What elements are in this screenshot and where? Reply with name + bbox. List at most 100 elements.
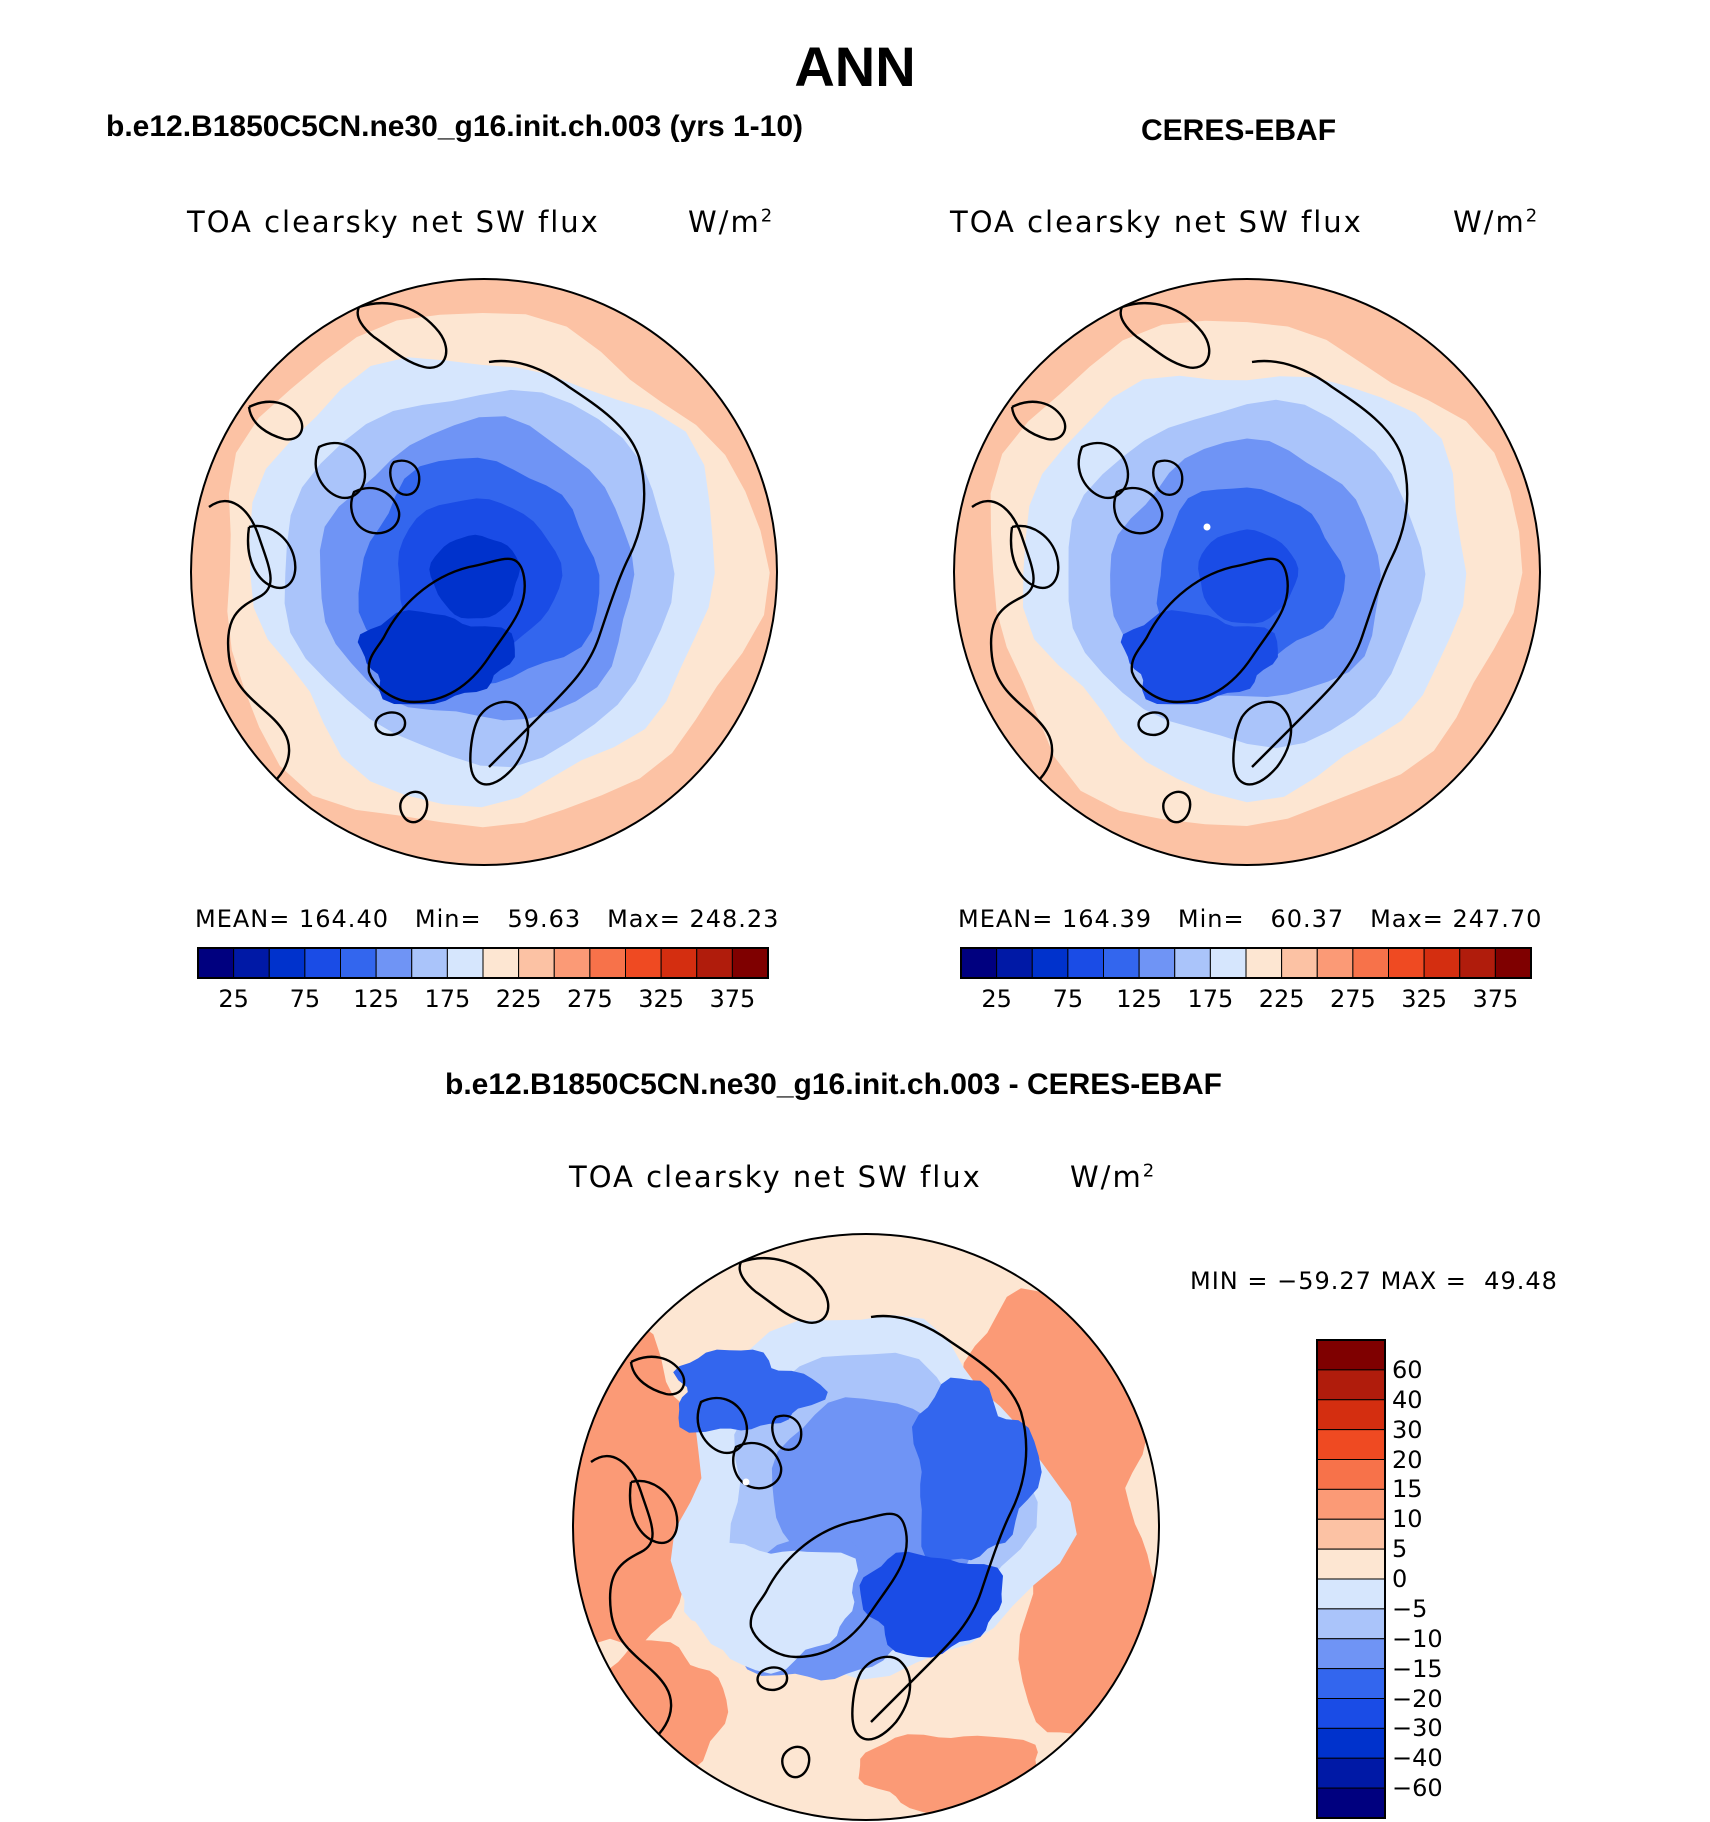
colorbar-tick-label: 125 — [353, 985, 400, 1013]
colorbar-tick-label: 375 — [1472, 985, 1519, 1013]
field-contour — [673, 1349, 828, 1433]
colorbar-swatch — [625, 947, 662, 979]
colorbar-tick-label: −10 — [1392, 1624, 1443, 1653]
coastline — [749, 1512, 908, 1659]
model-panel-title: b.e12.B1850C5CN.ne30_g16.init.ch.003 (yr… — [106, 110, 804, 143]
colorbar-swatch — [233, 947, 270, 979]
colorbar-tick-label: 275 — [566, 985, 613, 1013]
obs-polar-map — [953, 278, 1541, 866]
colorbar-swatch — [1423, 947, 1461, 979]
colorbar-swatch — [553, 947, 591, 979]
obs-colorbar-ticks: 25 75 125 175 225 275 325 375 — [961, 985, 1531, 1015]
colorbar-swatch — [1103, 947, 1140, 979]
coastline — [771, 1414, 803, 1451]
obs-colorbar — [960, 947, 1532, 979]
colorbar-tick-label: 275 — [1329, 985, 1376, 1013]
diff-variable-label: TOA clearsky net SW flux — [569, 1160, 982, 1194]
model-mean-label: MEAN= — [195, 905, 291, 933]
colorbar-swatch — [589, 947, 626, 979]
colorbar-tick-label: 40 — [1392, 1385, 1423, 1414]
colorbar-tick-label: −60 — [1392, 1774, 1443, 1803]
colorbar-swatch — [1316, 1459, 1386, 1490]
diff-stats: MIN = −59.27 MAX = 49.48 — [1190, 1267, 1558, 1295]
coastline — [389, 459, 421, 496]
pole-marker — [742, 1478, 750, 1486]
coastline — [469, 700, 530, 786]
pole-marker — [1203, 523, 1211, 531]
colorbar-tick-label: 175 — [424, 985, 471, 1013]
coastline — [314, 441, 367, 500]
coastline — [738, 1257, 830, 1324]
colorbar-swatch — [660, 947, 698, 979]
colorbar-tick-label: 30 — [1392, 1415, 1423, 1444]
coastline — [246, 524, 297, 590]
colorbar-swatch — [731, 947, 769, 979]
colorbar-swatch — [411, 947, 448, 979]
colorbar-swatch — [340, 947, 377, 979]
obs-max-label: Max= — [1370, 905, 1444, 933]
colorbar-tick-label: −5 — [1392, 1594, 1428, 1623]
colorbar-swatch — [1209, 947, 1247, 979]
coastline — [851, 1655, 912, 1741]
coastline — [1137, 711, 1170, 736]
colorbar-swatch — [1316, 1518, 1386, 1550]
coastline — [374, 711, 407, 736]
coastline — [1162, 790, 1192, 824]
colorbar-swatch — [1174, 947, 1211, 979]
colorbar-swatch — [1316, 1488, 1386, 1520]
obs-min-label: Min= — [1177, 905, 1245, 933]
colorbar-tick-label: −20 — [1392, 1684, 1443, 1713]
colorbar-swatch — [1316, 1668, 1386, 1699]
colorbar-swatch — [1316, 1339, 1386, 1371]
colorbar-tick-label: 175 — [1187, 985, 1234, 1013]
coastline — [350, 486, 401, 535]
colorbar-swatch — [1316, 1698, 1386, 1729]
colorbar-tick-label: 125 — [1116, 985, 1163, 1013]
colorbar-swatch — [1494, 947, 1532, 979]
coastline — [1077, 441, 1130, 500]
colorbar-tick-label: 75 — [289, 985, 321, 1013]
model-polar-map — [190, 278, 778, 866]
obs-max-value: 247.70 — [1452, 905, 1543, 933]
coastline — [1009, 524, 1060, 590]
obs-panel-title: CERES-EBAF — [1141, 114, 1337, 147]
field-contour — [683, 1542, 859, 1674]
colorbar-swatch — [1316, 1608, 1386, 1640]
diff-units-label: W/m2 — [1070, 1160, 1157, 1194]
colorbar-swatch — [304, 947, 341, 979]
coastline — [1152, 459, 1184, 496]
coastline — [1130, 557, 1289, 704]
colorbar-swatch — [1459, 947, 1496, 979]
model-min-value: 59.63 — [507, 905, 582, 933]
colorbar-swatch — [1316, 1727, 1386, 1759]
coastline — [870, 1314, 1028, 1723]
diff-panel-title: b.e12.B1850C5CN.ne30_g16.init.ch.003 - C… — [445, 1068, 1222, 1101]
colorbar-swatch — [1067, 947, 1104, 979]
colorbar-swatch — [1316, 1638, 1386, 1670]
obs-mean-value: 164.39 — [1062, 905, 1152, 933]
colorbar-tick-label: 25 — [218, 985, 249, 1013]
diff-max-value: 49.48 — [1484, 1267, 1558, 1295]
coastline — [1251, 359, 1409, 768]
model-variable-label: TOA clearsky net SW flux — [187, 205, 600, 239]
colorbar-swatch — [1316, 1578, 1386, 1610]
colorbar-tick-label: −40 — [1392, 1744, 1443, 1773]
model-colorbar-ticks: 25 75 125 175 225 275 325 375 — [198, 985, 768, 1015]
colorbar-swatch — [1316, 1787, 1386, 1819]
model-mean-value: 164.40 — [299, 905, 389, 933]
colorbar-tick-label: −15 — [1392, 1654, 1443, 1683]
coastline — [367, 557, 526, 704]
field-contour — [357, 610, 515, 705]
colorbar-swatch — [1316, 1757, 1386, 1789]
coastline — [247, 400, 304, 441]
colorbar-swatch — [446, 947, 484, 979]
colorbar-tick-label: 5 — [1392, 1535, 1408, 1564]
diff-polar-map — [572, 1233, 1160, 1821]
colorbar-swatch — [1245, 947, 1283, 979]
obs-stats: MEAN= 164.39 Min= 60.37 Max= 247.70 — [958, 905, 1542, 933]
colorbar-swatch — [696, 947, 733, 979]
colorbar-tick-label: 325 — [1401, 985, 1448, 1013]
coastline — [629, 1355, 686, 1396]
coastline — [356, 302, 448, 369]
coastline — [628, 1479, 679, 1545]
